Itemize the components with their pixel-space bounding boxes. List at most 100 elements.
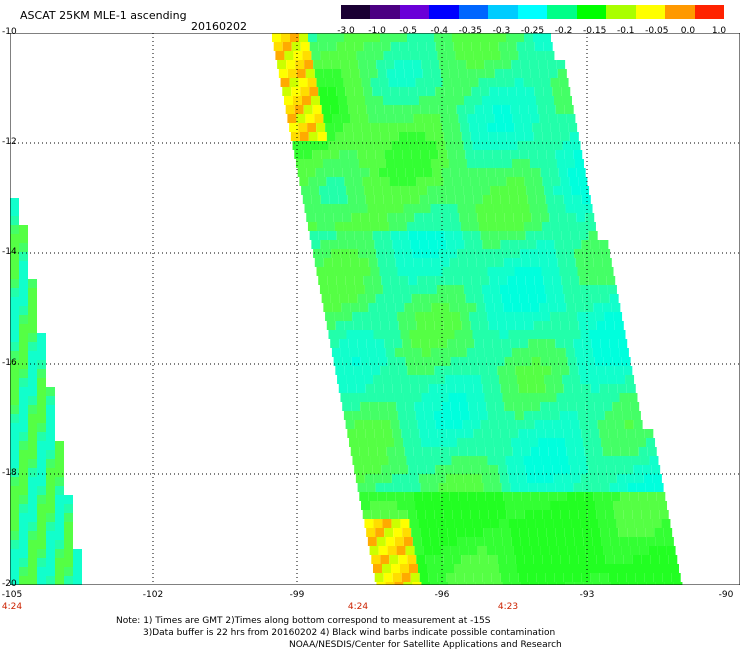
swath-cell (542, 366, 552, 375)
swath-cell (409, 186, 419, 195)
swath-cell (46, 486, 55, 495)
swath-cell (358, 348, 368, 357)
swath-cell (577, 411, 587, 420)
swath-cell (383, 384, 393, 393)
swath-cell (490, 375, 500, 384)
swath-cell (308, 132, 318, 141)
swath-cell (362, 510, 372, 519)
swath-cell (296, 69, 306, 78)
swath-cell (673, 582, 683, 585)
swath-cell (456, 528, 466, 537)
swath-cell (364, 330, 374, 339)
swath-cell (601, 249, 611, 258)
swath-cell (343, 123, 353, 132)
swath-cell (346, 141, 356, 150)
swath-cell (521, 69, 531, 78)
swath-cell (483, 105, 493, 114)
swath-cell (64, 549, 73, 558)
swath-cell (19, 513, 28, 522)
swath-cell (508, 375, 518, 384)
swath-cell (10, 567, 19, 576)
swath-cell (558, 546, 568, 555)
swath-cell (477, 168, 487, 177)
swath-cell (349, 60, 359, 69)
swath-cell (392, 51, 402, 60)
swath-cell (505, 123, 515, 132)
swath-cell (353, 321, 363, 330)
swath-cell (308, 177, 318, 186)
swath-cell (487, 222, 497, 231)
swath-cell (19, 315, 28, 324)
swath-cell (455, 195, 465, 204)
swath-cell (599, 429, 609, 438)
swath-cell (578, 177, 588, 186)
swath-cell (402, 339, 412, 348)
swath-cell (542, 555, 552, 564)
swath-cell (390, 276, 400, 285)
swath-cell (609, 339, 619, 348)
swath-cell (397, 222, 407, 231)
swath-cell (470, 177, 480, 186)
swath-cell (613, 312, 623, 321)
swath-cell (376, 438, 386, 447)
swath-cell (529, 438, 539, 447)
swath-cell (385, 159, 395, 168)
swath-cell (391, 141, 401, 150)
swath-cell (580, 564, 590, 573)
swath-cell (64, 504, 73, 513)
swath-cell (641, 510, 651, 519)
swath-cell (388, 501, 398, 510)
swath-cell (565, 159, 575, 168)
swath-cell (371, 132, 381, 141)
swath-cell (296, 114, 306, 123)
swath-cell (362, 132, 372, 141)
swath-cell (28, 522, 37, 531)
swath-cell (428, 195, 438, 204)
swath-cell (452, 366, 462, 375)
swath-cell (55, 459, 64, 468)
swath-cell (514, 267, 524, 276)
swath-cell (565, 582, 575, 585)
swath-cell (534, 42, 544, 51)
swath-cell (592, 537, 602, 546)
swath-cell (625, 519, 635, 528)
swath-cell (581, 429, 591, 438)
swath-cell (580, 519, 590, 528)
swath-cell (532, 456, 542, 465)
swath-cell (401, 573, 411, 582)
swath-cell (426, 420, 436, 429)
swath-cell (586, 312, 596, 321)
swath-cell (452, 321, 462, 330)
swath-cell (442, 267, 452, 276)
swath-cell (406, 222, 416, 231)
swath-cell (609, 483, 619, 492)
swath-cell (367, 159, 377, 168)
swath-cell (395, 492, 405, 501)
swath-cell (527, 384, 537, 393)
swath-cell (496, 456, 506, 465)
swath-cell (424, 78, 434, 87)
swath-cell (356, 384, 366, 393)
swath-cell (391, 474, 401, 483)
swath-cell (534, 420, 544, 429)
swath-cell (460, 267, 470, 276)
swath-cell (583, 204, 593, 213)
swath-cell (471, 276, 481, 285)
swath-cell (650, 555, 660, 564)
swath-cell (554, 195, 564, 204)
swath-cell (496, 501, 506, 510)
swath-cell (10, 486, 19, 495)
swath-cell (376, 348, 386, 357)
swath-cell (444, 231, 454, 240)
swath-cell (352, 267, 362, 276)
swath-cell (547, 393, 557, 402)
swath-cell (362, 33, 371, 42)
swath-cell (533, 510, 543, 519)
swath-cell (520, 159, 530, 168)
swath-cell (355, 375, 365, 384)
swath-cell (634, 519, 644, 528)
swath-cell (28, 351, 37, 360)
swath-cell (598, 285, 608, 294)
swath-cell (436, 285, 446, 294)
color-scale-swatch (694, 5, 725, 19)
